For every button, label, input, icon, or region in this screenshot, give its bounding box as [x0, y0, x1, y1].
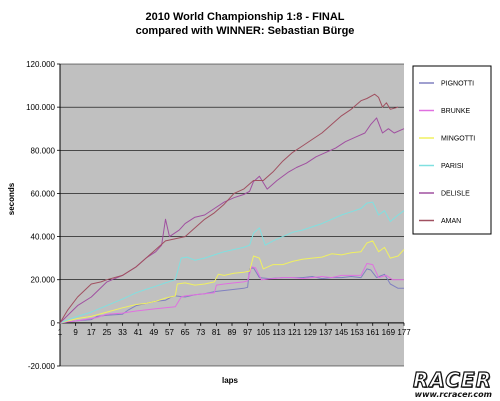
y-tick-label: 60.000 — [31, 189, 56, 198]
y-tick-label: 20.000 — [31, 276, 56, 285]
x-tick-label: 153 — [350, 328, 364, 337]
x-tick-label: 161 — [366, 328, 380, 337]
x-tick-label: 97 — [243, 328, 252, 337]
legend-label-delisle: DELISLE — [441, 191, 470, 198]
series-lines — [59, 93, 405, 324]
x-tick-label: 9 — [73, 328, 78, 337]
legend-label-pignotti: PIGNOTTI — [441, 81, 474, 88]
x-tick-label: 25 — [102, 328, 111, 337]
series-line-aman — [59, 93, 399, 324]
chart-subtitle: compared with WINNER: Sebastian Bürge — [136, 25, 355, 37]
series-line-delisle — [59, 117, 405, 324]
y-axis-label: seconds — [7, 182, 16, 215]
series-line-mingotti — [59, 240, 405, 324]
x-tick-label: 65 — [181, 328, 190, 337]
x-axis-label: laps — [222, 376, 239, 385]
y-tick-label: 120.000 — [26, 60, 55, 69]
x-tick-label: 33 — [118, 328, 127, 337]
x-axis-ticks: 1 9 17 25 33 41 49 57 65 73 81 89 97 105 113 121 129 137 1… — [58, 322, 411, 337]
x-tick-label: 49 — [149, 328, 158, 337]
x-tick-label: 113 — [273, 328, 286, 337]
y-tick-label: -20.000 — [28, 362, 56, 371]
legend-label-mingotti: MINGOTTI — [441, 136, 475, 143]
legend-label-brunke: BRUNKE — [441, 108, 471, 115]
series-line-parisi — [59, 201, 405, 324]
y-tick-label: 40.000 — [31, 233, 56, 242]
x-tick-label: 41 — [134, 328, 143, 337]
watermark-url: www.rcracer.com — [414, 390, 492, 399]
x-tick-label: 57 — [165, 328, 174, 337]
x-tick-label: 129 — [304, 328, 318, 337]
y-tick-label: 0 — [51, 319, 56, 328]
y-tick-label: 80.000 — [31, 146, 56, 155]
racer-watermark: RACER www.rcracer.com — [352, 368, 492, 399]
legend-label-aman: AMAN — [441, 218, 461, 225]
legend-box — [412, 65, 492, 235]
x-tick-label: 105 — [257, 328, 271, 337]
y-tick-label: 100.000 — [26, 103, 55, 112]
racer-logo: RACER — [412, 368, 492, 392]
x-tick-label: 89 — [228, 328, 237, 337]
x-tick-label: 169 — [382, 328, 396, 337]
legend-label-parisi: PARISI — [441, 163, 463, 170]
x-tick-label: 81 — [212, 328, 221, 337]
x-tick-label: 73 — [196, 328, 205, 337]
x-tick-label: 137 — [319, 328, 333, 337]
x-tick-label: 17 — [87, 328, 96, 337]
x-tick-label: 145 — [335, 328, 349, 337]
plot-area — [60, 64, 404, 366]
y-axis-ticks: -20.000 0 20.000 40.000 60.000 80.000 100.000 1… — [26, 60, 61, 371]
x-tick-label: 121 — [288, 328, 302, 337]
series-line-brunke — [59, 263, 404, 324]
x-tick-label: 177 — [397, 328, 411, 337]
x-tick-label: 1 — [58, 328, 63, 337]
series-line-pignotti — [59, 267, 404, 324]
legend: PIGNOTTI BRUNKE MINGOTTI PARISI DELISLE AMAN — [419, 81, 475, 225]
chart-title: 2010 World Championship 1:8 - FINAL — [145, 11, 344, 23]
